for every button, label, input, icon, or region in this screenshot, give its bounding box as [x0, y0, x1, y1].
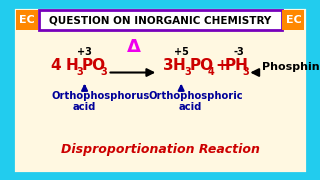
- Text: Δ: Δ: [127, 38, 141, 56]
- Text: 3: 3: [184, 67, 191, 77]
- Text: +3: +3: [77, 47, 92, 57]
- Text: 3: 3: [76, 67, 83, 77]
- Text: 3: 3: [100, 67, 107, 77]
- Text: Phosphine: Phosphine: [262, 62, 320, 72]
- Text: PO: PO: [82, 58, 106, 73]
- Text: acid: acid: [179, 102, 202, 112]
- Text: +: +: [215, 58, 228, 73]
- FancyBboxPatch shape: [16, 10, 38, 30]
- Text: Orthophosphorus: Orthophosphorus: [52, 91, 150, 101]
- Text: EC: EC: [285, 15, 301, 25]
- Text: H: H: [173, 58, 186, 73]
- Text: +5: +5: [174, 47, 188, 57]
- Text: QUESTION ON INORGANIC CHEMISTRY: QUESTION ON INORGANIC CHEMISTRY: [49, 15, 271, 25]
- Text: 4: 4: [208, 67, 215, 77]
- Text: Disproportionation Reaction: Disproportionation Reaction: [60, 143, 260, 156]
- Text: PO: PO: [189, 58, 213, 73]
- Text: -3: -3: [234, 47, 244, 57]
- Text: PH: PH: [224, 58, 248, 73]
- Text: EC: EC: [19, 15, 35, 25]
- FancyBboxPatch shape: [282, 10, 304, 30]
- Text: Orthophosphoric: Orthophosphoric: [149, 91, 244, 101]
- Text: 3: 3: [243, 67, 250, 77]
- FancyBboxPatch shape: [39, 10, 282, 30]
- Text: 3: 3: [163, 58, 173, 73]
- Text: acid: acid: [73, 102, 96, 112]
- Text: H: H: [65, 58, 78, 73]
- FancyBboxPatch shape: [13, 7, 307, 173]
- Text: 4: 4: [50, 58, 61, 73]
